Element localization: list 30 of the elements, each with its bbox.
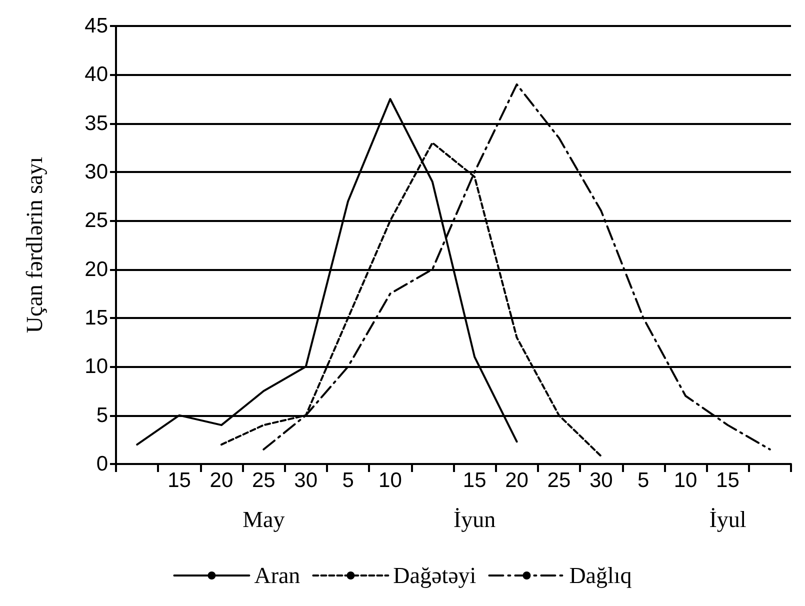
legend-label: Aran xyxy=(254,563,301,588)
text: İyun xyxy=(454,507,496,532)
x-tick-label: 15 xyxy=(716,469,740,492)
x-tick-label: 25 xyxy=(252,469,276,492)
x-tick-label: 25 xyxy=(547,469,571,492)
y-tick-label: 40 xyxy=(84,63,108,86)
x-tick-label: 5 xyxy=(342,469,354,492)
y-tick-label: 35 xyxy=(84,112,108,135)
x-tick-label: 10 xyxy=(378,469,402,492)
x-tick-label: 10 xyxy=(674,469,698,492)
y-tick-label: 45 xyxy=(84,14,108,38)
x-tick-label: 5 xyxy=(638,469,650,492)
x-tick-label: 20 xyxy=(210,469,234,492)
y-tick-label: 5 xyxy=(96,404,108,427)
y-tick-label: 10 xyxy=(84,355,108,378)
x-tick-label: 30 xyxy=(589,469,613,492)
y-tick-label: 25 xyxy=(84,209,108,232)
y-tick-label: 30 xyxy=(84,160,108,184)
x-tick-label: 30 xyxy=(294,469,318,492)
x-tick-label: 15 xyxy=(462,469,486,492)
text: İyul xyxy=(709,507,746,532)
y-axis-title: Uçan fərdlərin sayı xyxy=(22,156,47,334)
legend-label: Dağlıq xyxy=(569,563,632,588)
x-tick-label: 20 xyxy=(505,469,528,492)
y-tick-label: 0 xyxy=(96,452,108,476)
text: May xyxy=(242,507,286,532)
x-tick-label: 15 xyxy=(168,469,191,492)
y-tick-label: 20 xyxy=(84,258,108,281)
y-tick-label: 15 xyxy=(84,306,108,330)
legend-label: Dağətəyi xyxy=(393,563,476,588)
